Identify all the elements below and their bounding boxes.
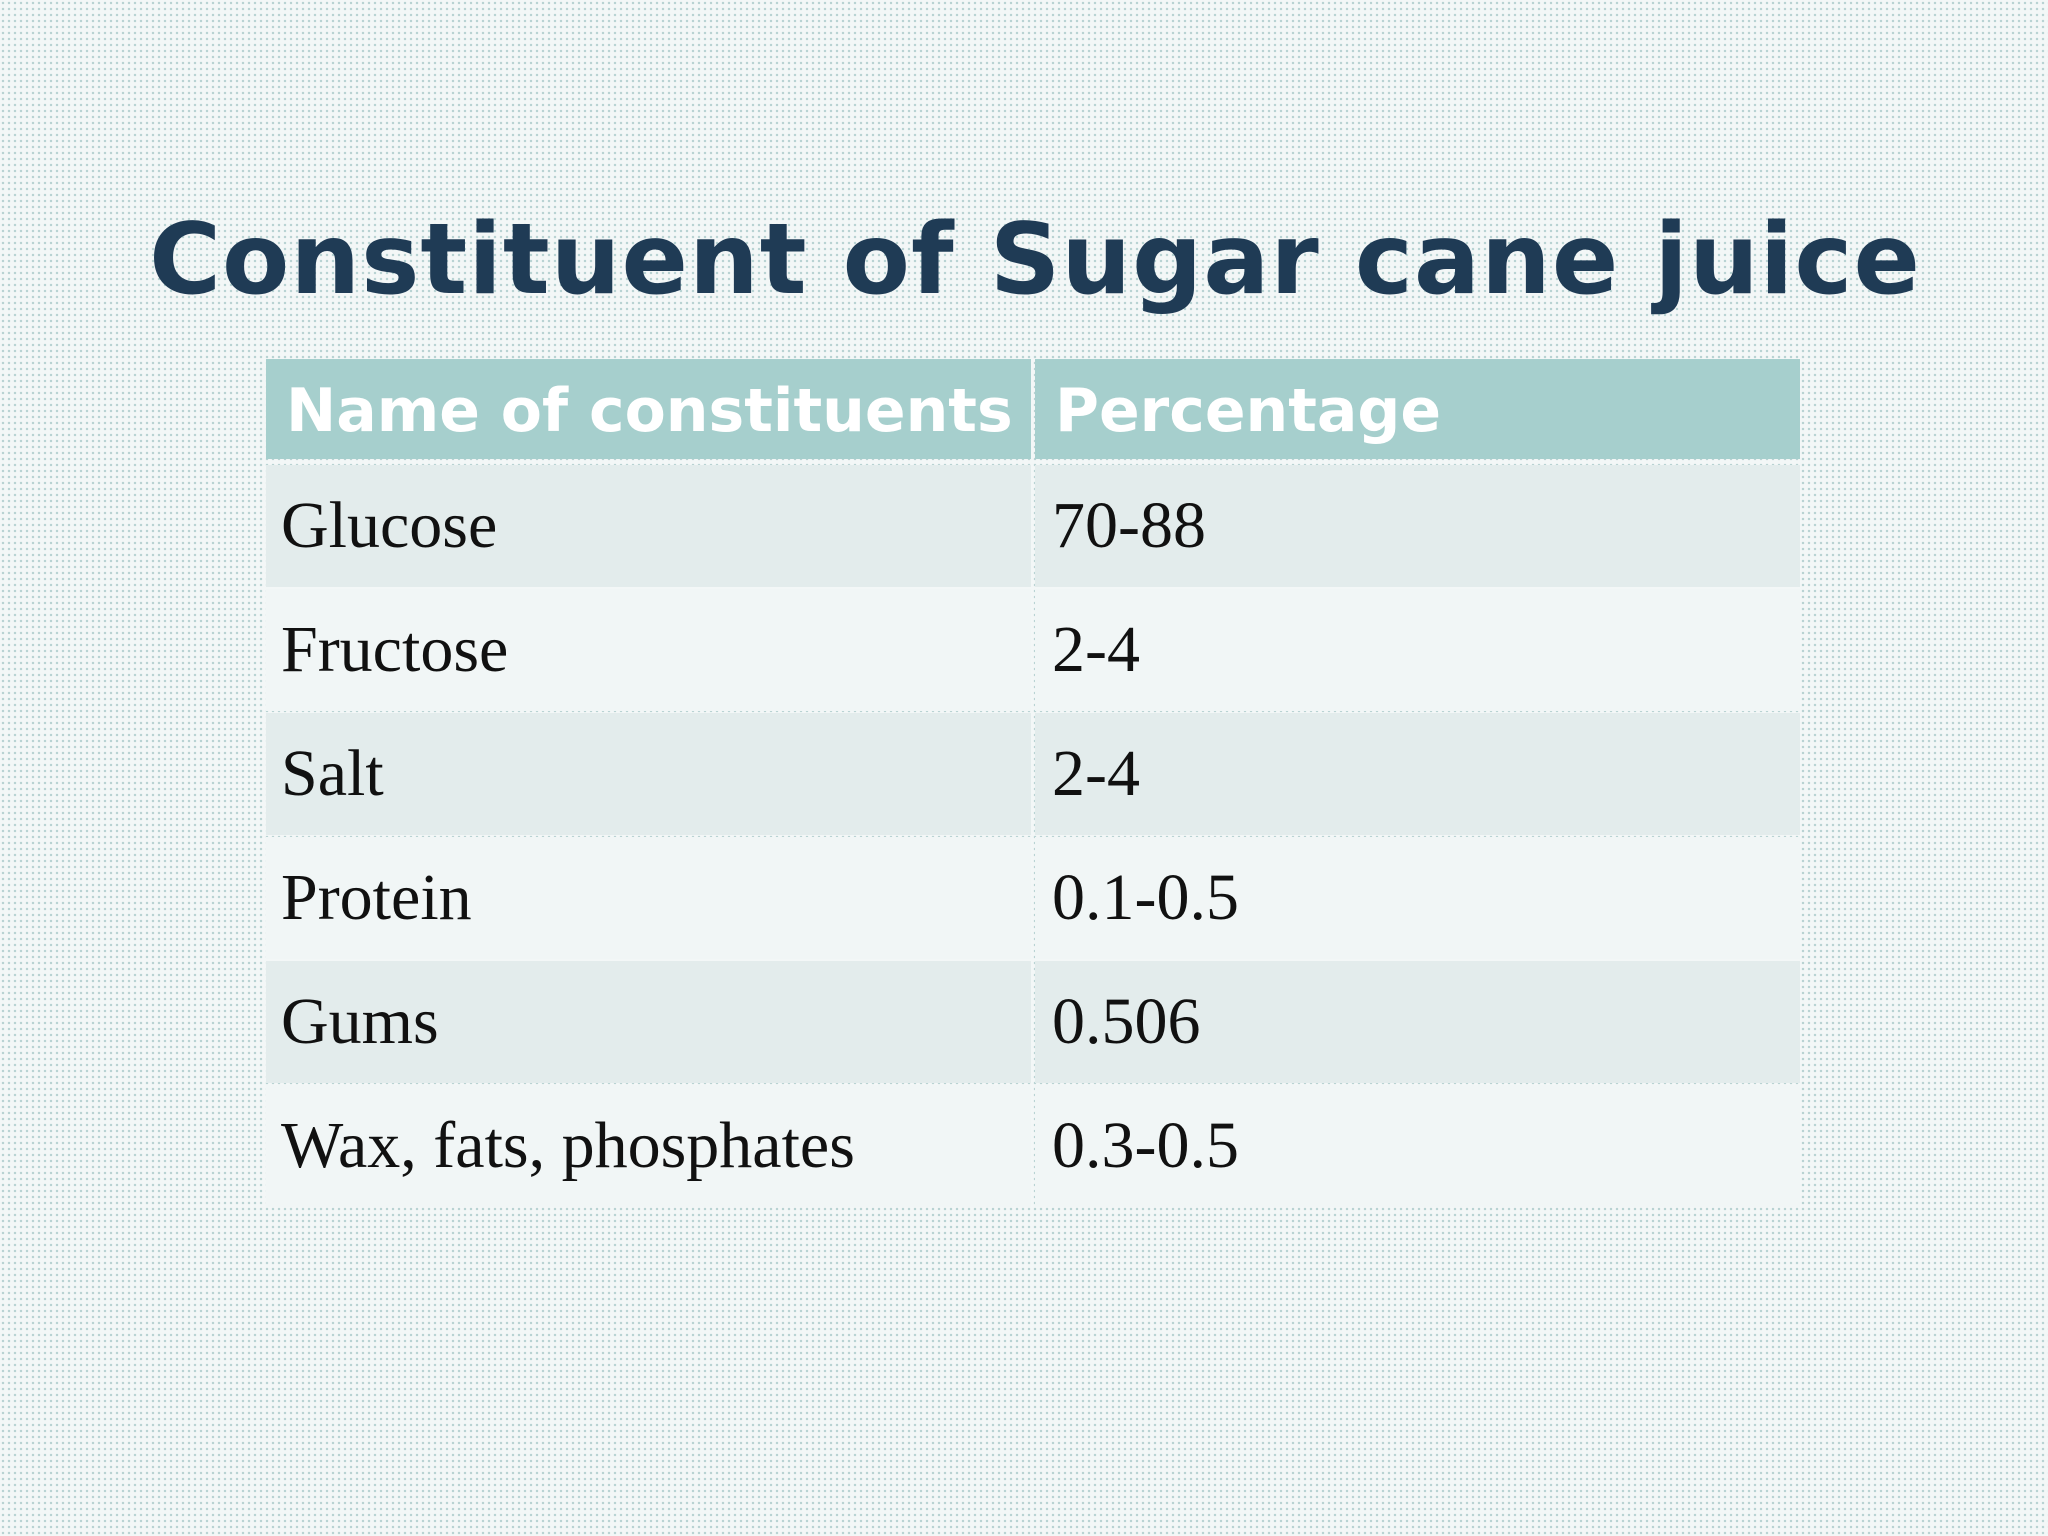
table-row: Glucose 70-88 <box>266 465 1800 587</box>
table-row: Fructose 2-4 <box>266 589 1800 711</box>
table-row: Wax, fats, phosphates 0.3-0.5 <box>266 1085 1800 1207</box>
percentage-cell: 2-4 <box>1035 589 1800 711</box>
table-header-row: Name of constituents Percentage <box>266 359 1800 459</box>
percentage-cell: 0.3-0.5 <box>1035 1085 1800 1207</box>
header-percentage: Percentage <box>1035 359 1800 459</box>
percentage-cell: 2-4 <box>1035 713 1800 835</box>
constituent-name-cell: Wax, fats, phosphates <box>266 1085 1031 1207</box>
constituent-name-cell: Glucose <box>266 465 1031 587</box>
percentage-cell: 70-88 <box>1035 465 1800 587</box>
constituent-name-cell: Fructose <box>266 589 1031 711</box>
header-name-of-constituents: Name of constituents <box>266 359 1031 459</box>
constituent-name-cell: Protein <box>266 837 1031 959</box>
constituent-name-cell: Gums <box>266 961 1031 1083</box>
table-row: Protein 0.1-0.5 <box>266 837 1800 959</box>
slide-title: Constituent of Sugar cane juice <box>149 203 1921 317</box>
constituent-name-cell: Salt <box>266 713 1031 835</box>
constituents-table: Name of constituents Percentage Glucose … <box>266 359 1800 1209</box>
table-row: Gums 0.506 <box>266 961 1800 1083</box>
percentage-cell: 0.1-0.5 <box>1035 837 1800 959</box>
percentage-cell: 0.506 <box>1035 961 1800 1083</box>
table-row: Salt 2-4 <box>266 713 1800 835</box>
